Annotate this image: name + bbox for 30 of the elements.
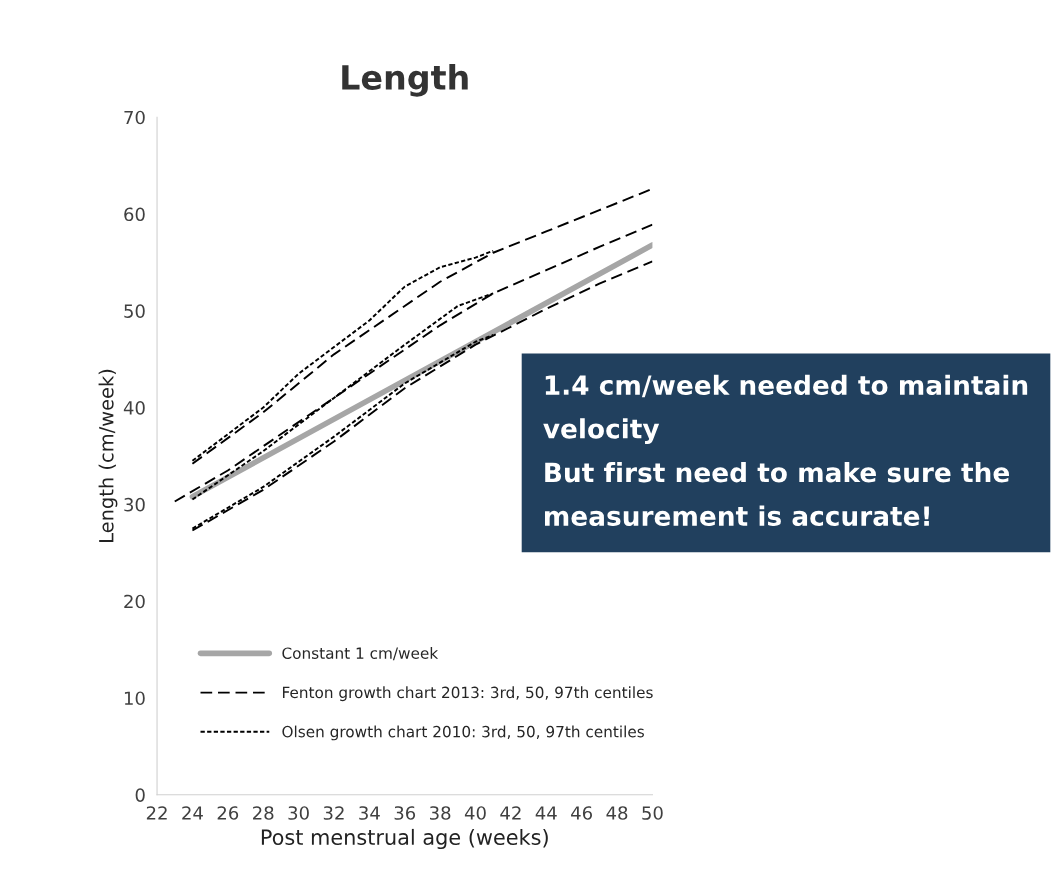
x-tick-label: 28	[253, 806, 274, 820]
x-tick-label: 46	[571, 806, 593, 820]
x-tick-label: 36	[394, 806, 416, 820]
x-axis-title: Post menstrual age (weeks)	[261, 828, 548, 850]
y-tick-label: 0	[135, 788, 145, 802]
x-tick-label: 42	[500, 806, 521, 820]
annotation: 1.4 cm/week needed to maintain velocity But first need to make sure the measurement is accurate!	[543, 374, 1028, 527]
x-tick-label: 26	[217, 806, 239, 820]
x-tick-label: 40	[464, 806, 486, 820]
legend-label: Olsen growth chart 2010: 3rd, 50, 97th centiles	[282, 725, 644, 741]
y-tick-label: 60	[124, 207, 145, 222]
x-tick-label: 30	[288, 806, 309, 820]
x-tick-label: 44	[535, 806, 557, 820]
y-tick-label: 70	[124, 110, 145, 125]
y-tick-label: 40	[123, 401, 145, 415]
x-tick-label: 50	[642, 806, 663, 820]
y-tick-label: 20	[124, 594, 145, 609]
x-tick-label: 32	[323, 806, 344, 820]
x-tick-label: 22	[146, 806, 167, 820]
x-tick-label: 24	[182, 806, 203, 820]
y-axis-title: Length (cm/week)	[98, 369, 118, 542]
legend-label: Fenton growth chart 2013: 3rd, 50, 97th centiles	[282, 686, 653, 702]
y-tick-label: 50	[124, 304, 145, 318]
x-tick-label: 48	[606, 806, 628, 820]
y-tick-label: 30	[124, 497, 145, 512]
legend-label: Constant 1 cm/week	[282, 647, 439, 661]
x-tick-label: 34	[359, 806, 380, 820]
chart-title: Length	[342, 64, 468, 97]
x-tick-label: 38	[430, 806, 451, 820]
y-tick-label: 10	[124, 691, 145, 706]
